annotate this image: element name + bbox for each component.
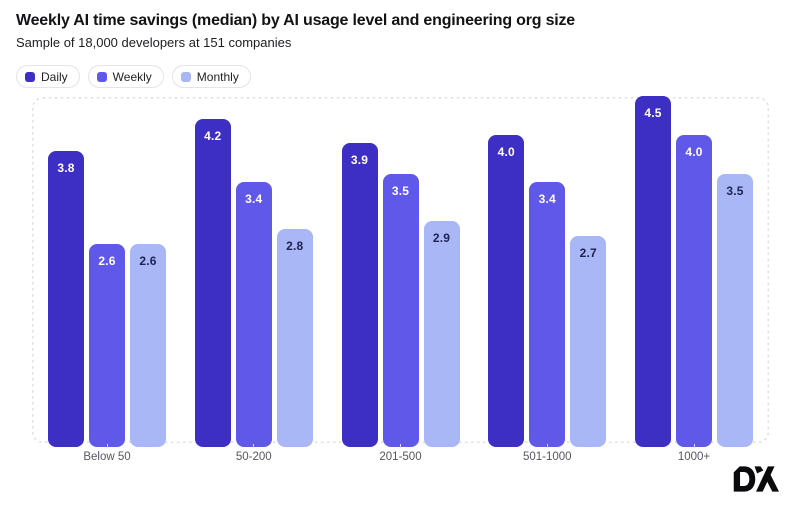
axis-tick xyxy=(253,444,255,448)
bar-weekly-below-50: 2.6 xyxy=(89,244,125,447)
bar-value-label: 3.4 xyxy=(538,192,556,206)
xaxis-cell-201-500: 201-500 xyxy=(342,444,460,463)
legend-item-weekly: Weekly xyxy=(87,65,164,88)
bar-value-label: 2.9 xyxy=(432,231,451,245)
bar-weekly-201-500: 3.5 xyxy=(382,174,419,447)
xaxis-label: 201-500 xyxy=(379,451,422,463)
xaxis-label: Below 50 xyxy=(83,451,131,463)
dx-logo-x-main xyxy=(756,466,775,492)
bar-weekly-501-1000: 3.4 xyxy=(529,182,566,447)
bar-value-label: 4.2 xyxy=(204,129,222,143)
bar-daily-below-50: 3.8 xyxy=(48,151,84,447)
bar-value-label: 3.4 xyxy=(245,192,263,206)
bar-value-label: 2.7 xyxy=(579,246,597,260)
xaxis-cell-50-200: 50-200 xyxy=(195,444,313,463)
bar-monthly-below-50: 2.6 xyxy=(130,244,166,447)
bar-daily-201-500: 3.9 xyxy=(341,143,378,447)
daily-swatch-icon xyxy=(25,71,35,82)
bar-daily-1000+: 4.5 xyxy=(635,96,671,447)
axis-tick xyxy=(106,444,108,448)
xaxis-cell-501-1000: 501-1000 xyxy=(488,444,606,463)
bar-value-label: 4.5 xyxy=(644,106,662,120)
bar-value-label: 2.6 xyxy=(139,254,157,268)
bar-group-below-50: 3.8 2.6 2.6 xyxy=(48,151,166,447)
bar-group-1000+: 4.5 4.0 3.5 xyxy=(635,96,753,447)
bar-value-label: 3.9 xyxy=(350,153,369,167)
dx-logo-x-leg xyxy=(765,472,779,492)
bar-value-label: 3.5 xyxy=(726,184,744,198)
bar-group-50-200: 4.2 3.4 2.8 xyxy=(194,119,313,447)
axis-tick xyxy=(693,444,695,448)
legend-item-daily: Daily xyxy=(16,65,80,88)
bar-value-label: 3.5 xyxy=(391,184,410,198)
xaxis-label: 501-1000 xyxy=(522,451,572,463)
plot-area: 3.8 2.6 2.6 4.2 3.4 2.8 3.9 3.5 2.9 4.0 3.4 2.7 4.5 4… xyxy=(32,96,769,447)
chart-subtitle: Sample of 18,000 developers at 151 compa… xyxy=(16,35,292,50)
bar-value-label: 3.8 xyxy=(57,161,75,175)
bar-value-label: 2.6 xyxy=(98,254,116,268)
bar-monthly-1000+: 3.5 xyxy=(717,174,753,447)
bar-monthly-501-1000: 2.7 xyxy=(570,236,607,447)
bar-group-501-1000: 4.0 3.4 2.7 xyxy=(488,135,607,447)
bar-weekly-50-200: 3.4 xyxy=(235,182,272,447)
xaxis-label: 50-200 xyxy=(235,451,272,463)
legend: Daily Weekly Monthly xyxy=(16,65,251,88)
bar-monthly-201-500: 2.9 xyxy=(423,221,460,447)
monthly-swatch-icon xyxy=(180,71,191,82)
bar-value-label: 4.0 xyxy=(685,145,703,159)
bar-weekly-1000+: 4.0 xyxy=(676,135,712,447)
bar-value-label: 2.8 xyxy=(286,239,304,253)
bars-row: 3.8 2.6 2.6 4.2 3.4 2.8 3.9 3.5 2.9 4.0 3.4 2.7 4.5 4… xyxy=(32,96,769,447)
xaxis-labels: Below 50 50-200 201-500 501-1000 1000+ xyxy=(32,444,769,463)
dx-logo-x-tick xyxy=(754,466,764,474)
legend-item-monthly: Monthly xyxy=(171,65,251,88)
weekly-swatch-icon xyxy=(96,71,107,82)
dx-logo-d xyxy=(733,466,756,492)
bar-group-201-500: 3.9 3.5 2.9 xyxy=(341,143,460,447)
legend-label-daily: Daily xyxy=(41,69,68,84)
bar-daily-501-1000: 4.0 xyxy=(488,135,525,447)
legend-label-weekly: Weekly xyxy=(112,69,152,84)
axis-tick xyxy=(546,444,548,448)
xaxis-label: 1000+ xyxy=(677,451,711,463)
legend-label-monthly: Monthly xyxy=(196,69,239,84)
bar-value-label: 4.0 xyxy=(497,145,515,159)
chart-title: Weekly AI time savings (median) by AI us… xyxy=(16,12,576,29)
bar-daily-50-200: 4.2 xyxy=(194,119,231,447)
axis-tick xyxy=(400,444,401,448)
bar-monthly-50-200: 2.8 xyxy=(276,229,313,447)
xaxis-cell-1000+: 1000+ xyxy=(635,444,753,463)
dx-logo xyxy=(733,466,779,492)
xaxis-cell-below-50: Below 50 xyxy=(48,444,166,463)
